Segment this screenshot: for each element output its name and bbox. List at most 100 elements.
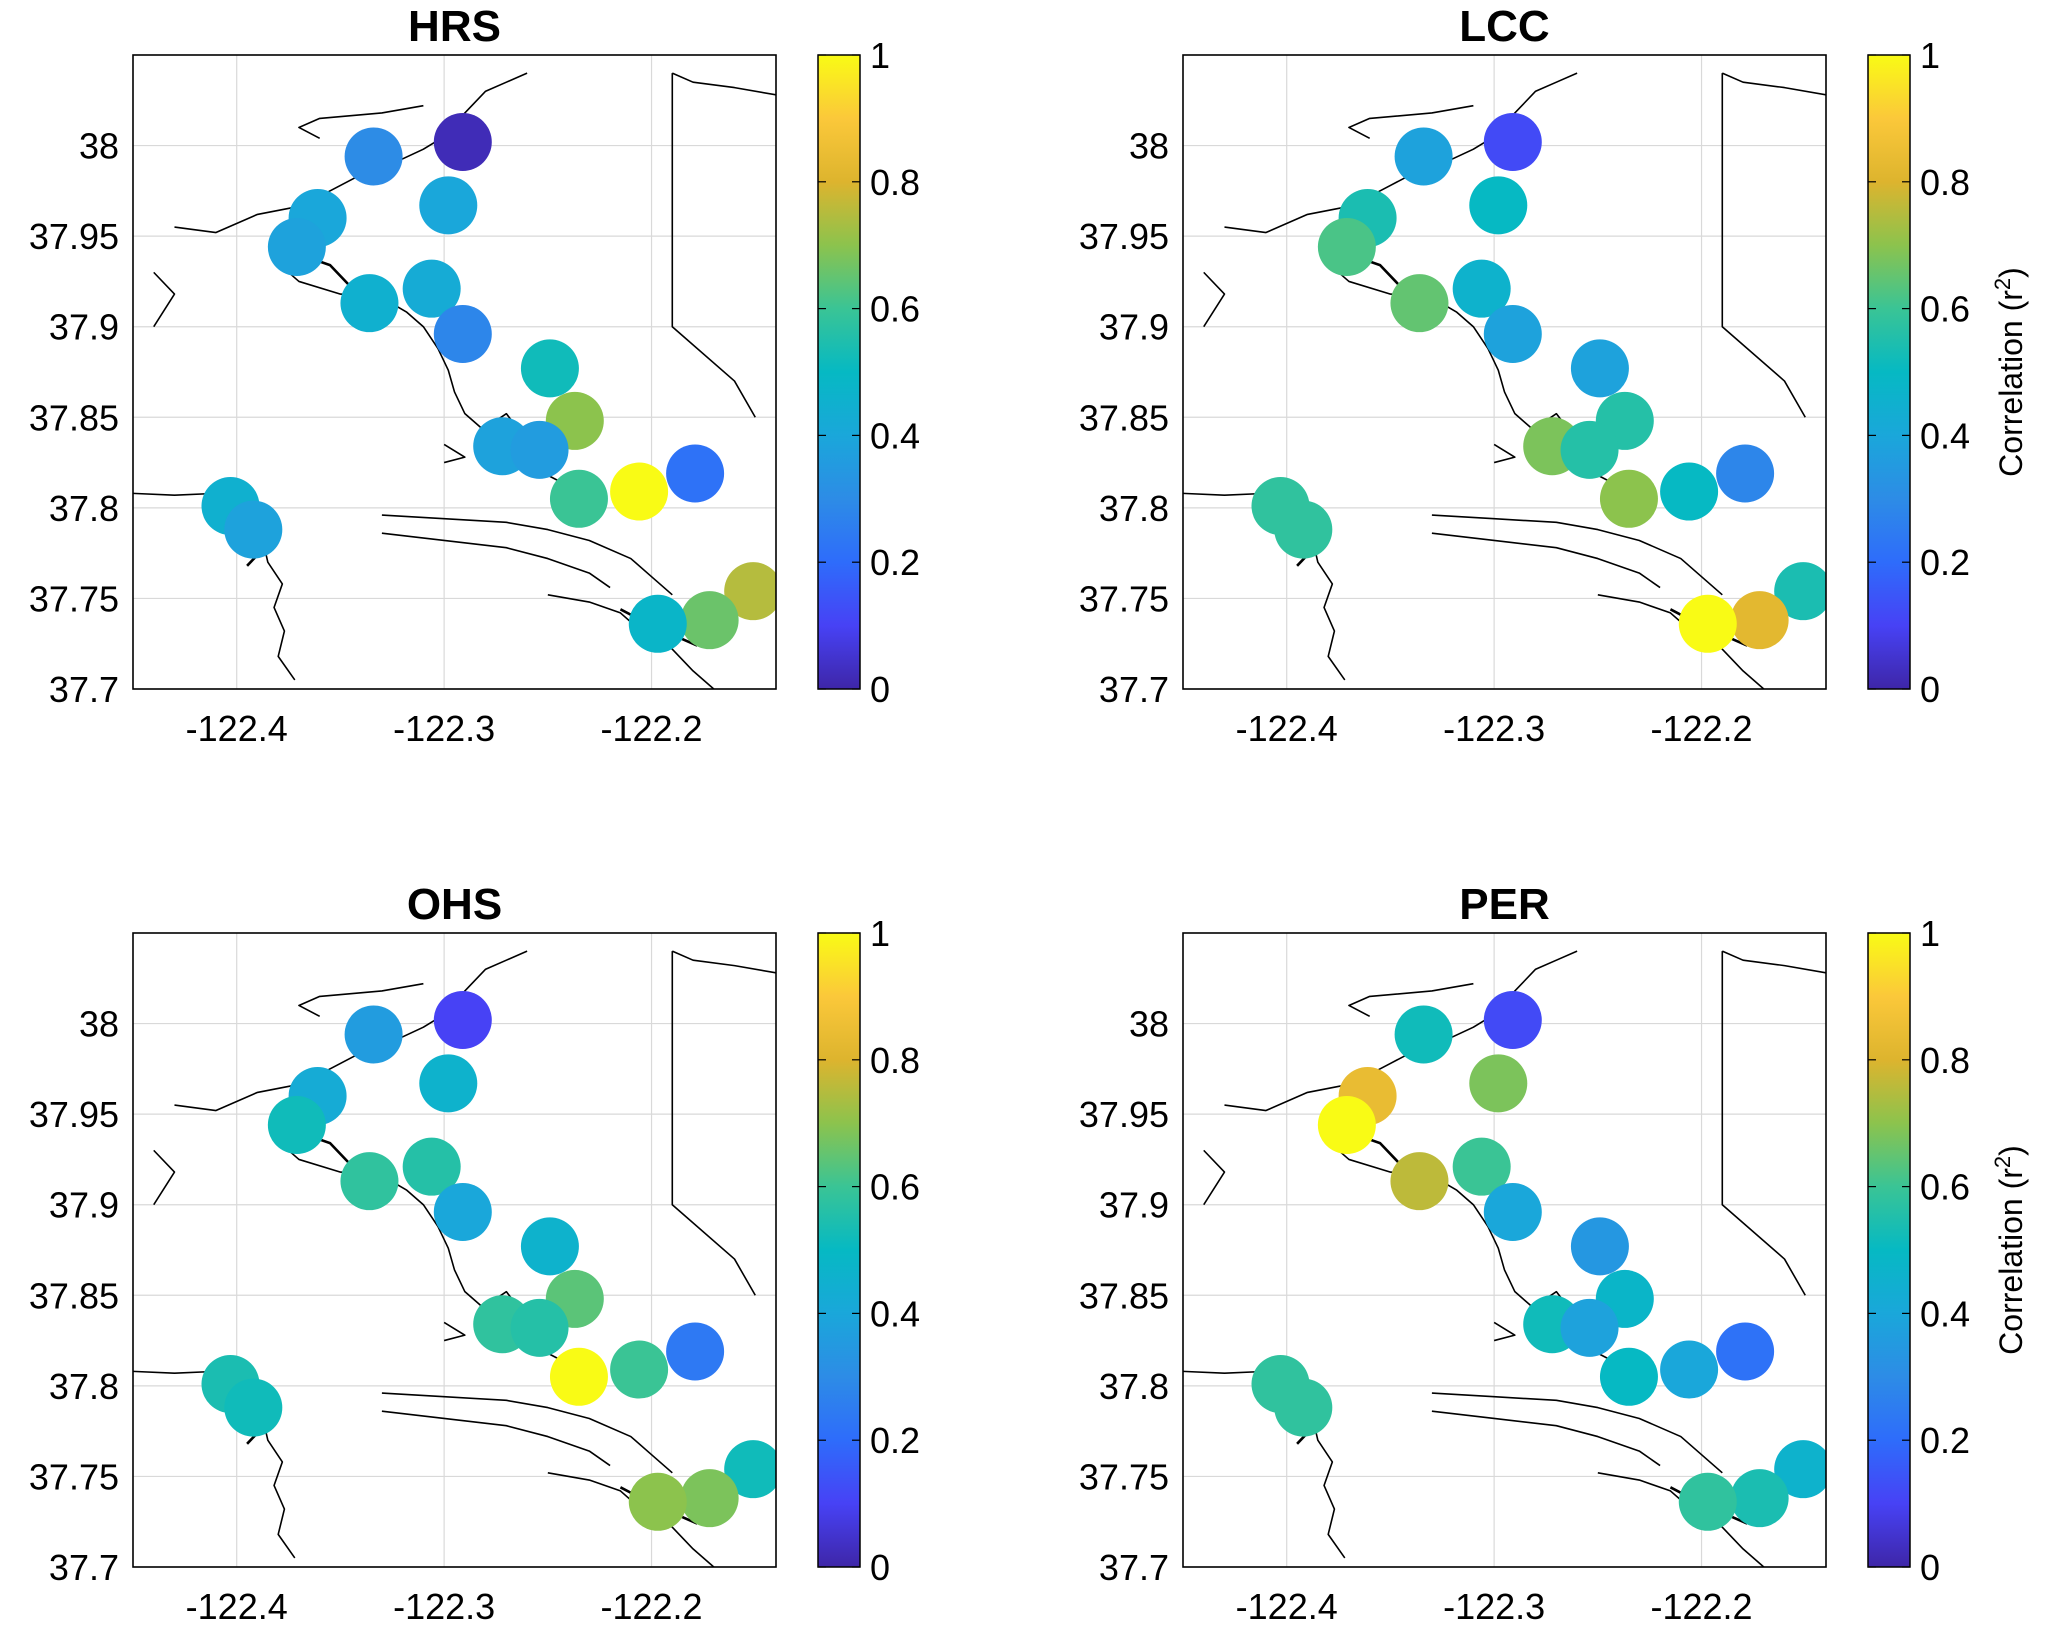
colorbar-tick-label: 0.6: [870, 1167, 920, 1208]
station-marker: [610, 1340, 669, 1399]
y-tick-label: 37.7: [1099, 1547, 1169, 1588]
station-marker: [340, 1152, 399, 1211]
colorbar-tick-label: 0.6: [1920, 1167, 1970, 1208]
coastline-segment: [1431, 514, 1723, 596]
colorbar-tick-label: 1: [870, 35, 890, 76]
coastline-segment: [1203, 1149, 1226, 1206]
panel-title: PER: [1459, 880, 1549, 929]
coastline-segment: [1721, 72, 1826, 96]
coastline-segment: [671, 951, 756, 1296]
x-tick-label: -122.3: [393, 1586, 495, 1627]
colorbar-tick-label: 0.8: [870, 162, 920, 203]
station-marker: [1560, 420, 1619, 479]
colorbar-tick-label: 1: [870, 913, 890, 954]
x-tick-label: -122.2: [1651, 708, 1753, 749]
coastline-segment: [1203, 271, 1226, 328]
station-marker: [1394, 127, 1453, 186]
station-marker: [1660, 462, 1719, 521]
station-marker: [610, 462, 669, 521]
colorbar-tick-label: 0.4: [1920, 415, 1970, 456]
station-marker: [510, 1298, 569, 1357]
station-marker: [549, 1347, 608, 1406]
x-tick-label: -122.3: [393, 708, 495, 749]
station-marker: [402, 259, 461, 318]
colorbar-label-text: Correlation (r: [1993, 1168, 2029, 1355]
coastline-segment: [1348, 982, 1474, 1018]
station-marker: [666, 1322, 725, 1381]
coastline-segment: [1493, 443, 1516, 464]
station-marker: [1774, 562, 1826, 621]
y-tick-label: 37.75: [1079, 578, 1169, 619]
coastline-segment: [671, 950, 776, 974]
coastline-segment: [1431, 1410, 1661, 1467]
coastline-segment: [443, 1321, 466, 1342]
axes-frame: [1182, 54, 1827, 690]
station-marker: [402, 1137, 461, 1196]
coastline-segment: [1348, 104, 1474, 140]
coastline-segment: [381, 532, 611, 589]
station-marker: [1730, 591, 1789, 650]
y-tick-label: 37.95: [29, 216, 119, 257]
colorbar: 0 0.2 0.4 0.6 0.8 1: [817, 913, 920, 1588]
y-tick-label: 37.95: [1079, 1094, 1169, 1135]
map-panel-lcc: LCC -122.4 -122.3 -122.2 37.7 37.75 37.8 37.85 3…: [1079, 2, 2029, 749]
colorbar-tick-label: 0.2: [870, 542, 920, 583]
station-marker: [1483, 304, 1542, 363]
colorbar-label-text: Correlation (r: [1993, 290, 2029, 477]
station-marker: [1678, 1472, 1737, 1531]
station-marker: [1716, 444, 1775, 503]
station-marker: [666, 444, 725, 503]
station-marker: [1483, 1182, 1542, 1241]
station-marker: [267, 1096, 326, 1155]
station-marker: [1274, 500, 1333, 559]
x-tick-label: -122.2: [601, 708, 703, 749]
x-tick-label: -122.3: [1443, 1586, 1545, 1627]
station-marker: [1570, 1217, 1629, 1276]
y-tick-label: 37.85: [29, 397, 119, 438]
station-markers: [1251, 112, 1826, 653]
colorbar-tick-label: 0: [1920, 1547, 1940, 1588]
colorbar-tick-label: 0.8: [1920, 162, 1970, 203]
coastline-segment: [443, 443, 466, 464]
y-tick-label: 37.85: [1079, 1275, 1169, 1316]
y-tick-label: 37.8: [49, 1366, 119, 1407]
colorbar-tick-label: 0: [870, 669, 890, 710]
colorbar-tick-label: 0: [1920, 669, 1940, 710]
panel-title: OHS: [407, 880, 502, 929]
coastline-segment: [1721, 73, 1806, 418]
station-marker: [433, 990, 492, 1049]
y-tick-label: 37.8: [1099, 488, 1169, 529]
x-tick-label: -122.4: [186, 708, 288, 749]
station-markers: [1251, 990, 1826, 1531]
station-marker: [1560, 1298, 1619, 1357]
x-tick-label: -122.2: [601, 1586, 703, 1627]
station-marker: [1678, 594, 1737, 653]
colorbar-tick-label: 0.8: [870, 1040, 920, 1081]
colorbar-tick-label: 0.6: [1920, 289, 1970, 330]
colorbar-tick-label: 1: [1920, 35, 1940, 76]
station-marker: [1394, 1005, 1453, 1064]
station-marker: [419, 176, 478, 235]
y-tick-label: 37.95: [1079, 216, 1169, 257]
coastline-segment: [381, 1392, 673, 1474]
y-tick-label: 37.75: [29, 1456, 119, 1497]
station-marker: [520, 1217, 579, 1276]
map-panel-per: PER -122.4 -122.3 -122.2 37.7 37.75 37.8 37.85 3…: [1079, 880, 2029, 1627]
panel-title: HRS: [408, 2, 501, 51]
station-marker: [1570, 339, 1629, 398]
axes-frame: [1182, 932, 1827, 1568]
x-tick-label: -122.4: [1236, 708, 1338, 749]
colorbar-tick-label: 0.4: [870, 1293, 920, 1334]
coastline-segment: [153, 1149, 176, 1206]
colorbar-tick-label: 0.4: [870, 415, 920, 456]
station-markers: [201, 990, 776, 1531]
station-marker: [628, 594, 687, 653]
station-marker: [1599, 1347, 1658, 1406]
colorbar-tick-label: 1: [1920, 913, 1940, 954]
station-marker: [1483, 112, 1542, 171]
axes-frame: [132, 54, 777, 690]
coastline-segment: [1493, 1321, 1516, 1342]
y-tick-label: 37.8: [49, 488, 119, 529]
colorbar-tick-label: 0.6: [870, 289, 920, 330]
